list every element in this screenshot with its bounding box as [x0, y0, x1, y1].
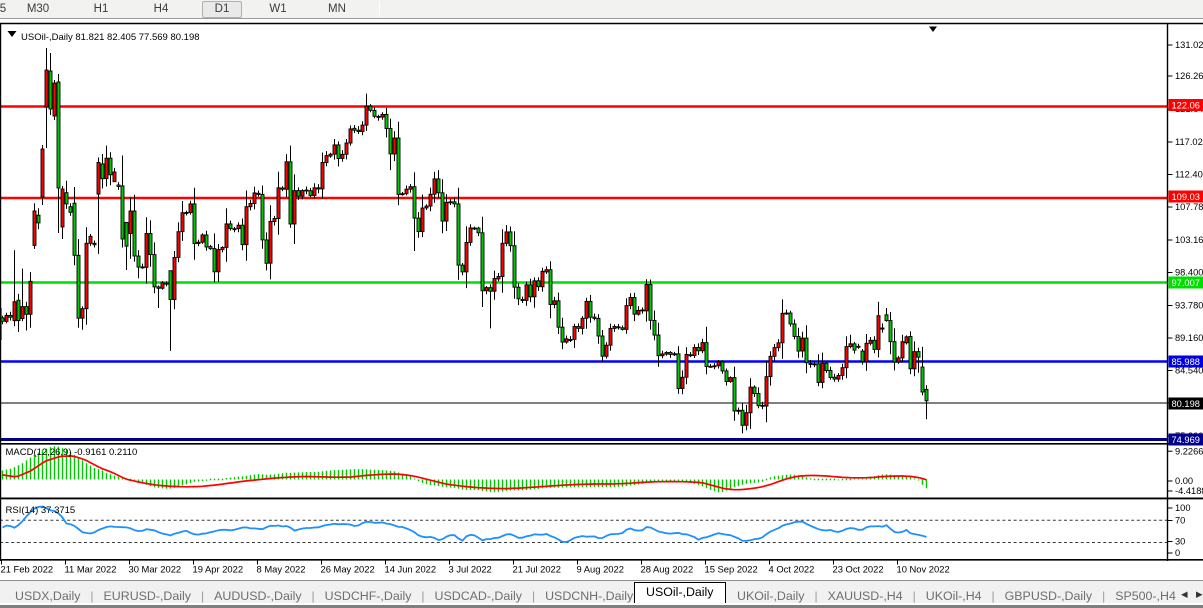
svg-text:84.540: 84.540: [1175, 366, 1203, 376]
svg-text:70: 70: [1175, 516, 1185, 526]
svg-text:100: 100: [1175, 503, 1191, 513]
svg-text:109.03: 109.03: [1172, 192, 1200, 202]
svg-text:8 May 2022: 8 May 2022: [257, 563, 306, 574]
svg-text:89.160: 89.160: [1175, 333, 1203, 343]
svg-text:93.780: 93.780: [1175, 301, 1203, 311]
svg-text:9 Aug 2022: 9 Aug 2022: [577, 563, 624, 574]
svg-text:USOil-,Daily 81.821 82.405 77: USOil-,Daily 81.821 82.405 77.569 80.198: [21, 32, 200, 43]
svg-text:117.020: 117.020: [1175, 137, 1203, 147]
svg-text:107.780: 107.780: [1175, 202, 1203, 212]
svg-text:28 Aug 2022: 28 Aug 2022: [641, 563, 694, 574]
svg-text:14 Jun 2022: 14 Jun 2022: [385, 563, 437, 574]
svg-text:122.06: 122.06: [1172, 101, 1200, 111]
svg-text:MACD(12,26,9) -0.9161 0.2110: MACD(12,26,9) -0.9161 0.2110: [6, 447, 138, 458]
svg-text:80.198: 80.198: [1172, 399, 1200, 409]
svg-text:21 Feb 2022: 21 Feb 2022: [1, 563, 54, 574]
svg-text:30 Mar 2022: 30 Mar 2022: [129, 563, 182, 574]
svg-text:126.260: 126.260: [1175, 71, 1203, 81]
svg-text:23 Oct 2022: 23 Oct 2022: [833, 563, 884, 574]
svg-text:15 Sep 2022: 15 Sep 2022: [705, 563, 758, 574]
svg-text:30: 30: [1175, 537, 1185, 547]
svg-text:74.969: 74.969: [1172, 435, 1200, 445]
svg-text:4 Oct 2022: 4 Oct 2022: [769, 563, 815, 574]
svg-text:131.020: 131.020: [1175, 40, 1203, 50]
svg-text:112.400: 112.400: [1175, 170, 1203, 180]
svg-text:10 Nov 2022: 10 Nov 2022: [897, 563, 950, 574]
svg-text:-4.4188: -4.4188: [1175, 486, 1203, 496]
svg-text:0: 0: [1175, 548, 1180, 558]
svg-text:98.400: 98.400: [1175, 268, 1203, 278]
svg-text:9.2266: 9.2266: [1175, 446, 1203, 456]
svg-text:3 Jul 2022: 3 Jul 2022: [449, 563, 492, 574]
svg-text:97.007: 97.007: [1172, 278, 1200, 288]
svg-text:21 Jul 2022: 21 Jul 2022: [513, 563, 561, 574]
svg-text:11 Mar 2022: 11 Mar 2022: [65, 563, 117, 574]
svg-text:103.160: 103.160: [1175, 235, 1203, 245]
svg-text:85.988: 85.988: [1172, 357, 1200, 367]
svg-text:RSI(14) 37.3715: RSI(14) 37.3715: [6, 505, 76, 516]
svg-text:26 May 2022: 26 May 2022: [321, 563, 375, 574]
svg-text:0.00: 0.00: [1175, 476, 1193, 486]
svg-text:19 Apr 2022: 19 Apr 2022: [193, 563, 244, 574]
